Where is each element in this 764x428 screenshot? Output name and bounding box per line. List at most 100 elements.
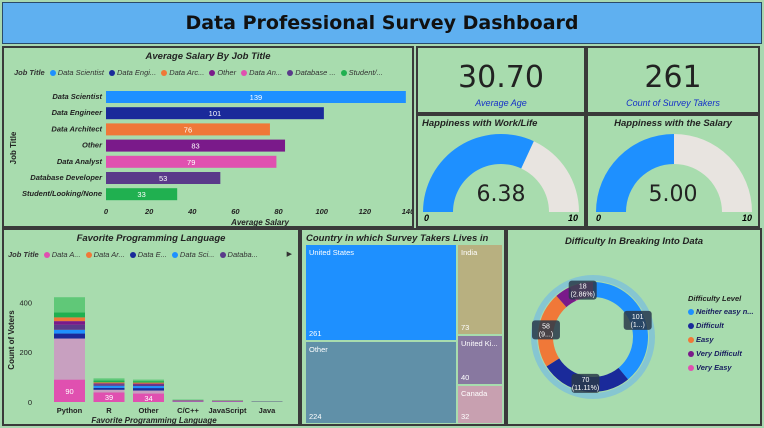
donut-slice[interactable] xyxy=(546,358,629,392)
salary-x-tick: 80 xyxy=(274,207,283,216)
language-panel[interactable]: Favorite Programming Language Job Title … xyxy=(2,228,300,426)
salary-legend-item[interactable]: Data Engi... xyxy=(108,68,157,77)
treemap-cell[interactable]: United Ki... 40 xyxy=(457,335,503,385)
country-panel[interactable]: Country in which Survey Takers Lives in … xyxy=(300,228,506,426)
difficulty-panel[interactable]: Difficulty In Breaking Into Data 101 (1..… xyxy=(506,228,762,426)
salary-bar[interactable] xyxy=(106,188,178,201)
treemap-cell[interactable]: Canada 32 xyxy=(457,385,503,424)
language-bar-segment[interactable] xyxy=(133,379,164,382)
language-legend-item[interactable]: Databa... xyxy=(219,250,258,259)
language-bar-segment[interactable] xyxy=(93,378,125,381)
language-bar-segment[interactable] xyxy=(54,333,85,339)
language-bar-segment[interactable] xyxy=(133,393,164,402)
treemap-cell-value: 40 xyxy=(461,373,470,382)
language-legend-item[interactable]: Data E... xyxy=(129,250,167,259)
gauge-work-life-title: Happiness with Work/Life xyxy=(422,118,538,129)
language-bar-segment[interactable] xyxy=(93,383,125,385)
language-bar-segment[interactable] xyxy=(93,382,125,384)
salary-legend-label: Data An... xyxy=(249,68,283,77)
language-bar-segment[interactable] xyxy=(54,317,85,322)
kpi-count-value: 261 xyxy=(644,60,702,95)
language-bar-segment[interactable] xyxy=(54,297,85,313)
salary-bar-value: 83 xyxy=(191,142,199,151)
salary-legend-item[interactable]: Data An... xyxy=(241,68,282,77)
gauge-salary-fill[interactable] xyxy=(596,134,674,212)
language-bar-segment[interactable] xyxy=(54,312,85,318)
language-legend-label: Data E... xyxy=(137,250,167,259)
salary-legend-item[interactable]: Data Scientist xyxy=(49,68,104,77)
language-legend-next-icon[interactable]: ▶ xyxy=(286,251,292,258)
language-bar-segment[interactable] xyxy=(93,389,125,393)
difficulty-legend-item[interactable]: Neither easy n... xyxy=(688,307,754,316)
salary-bar[interactable] xyxy=(106,139,286,152)
salary-legend-dot-icon xyxy=(49,70,56,77)
language-bar-segment[interactable] xyxy=(93,392,125,402)
language-bar-segment[interactable] xyxy=(54,379,85,402)
salary-bar[interactable] xyxy=(106,172,221,184)
salary-bar[interactable] xyxy=(106,107,324,120)
difficulty-legend-label: Very Easy xyxy=(696,363,732,372)
language-bar-segment[interactable] xyxy=(54,338,85,380)
salary-panel[interactable]: Average Salary By Job Title Job Title Da… xyxy=(2,46,414,228)
donut-slice-label: 58(9...) xyxy=(531,320,560,340)
treemap-cell[interactable]: United States 261 xyxy=(305,244,457,341)
gauge-salary-panel[interactable]: Happiness with the Salary 5.00 0 10 xyxy=(586,114,760,228)
salary-category-label: Data Scientist xyxy=(52,92,102,101)
language-bar-segment[interactable] xyxy=(133,390,164,394)
language-y-axis-label: Count of Voters xyxy=(7,310,16,370)
salary-legend-item[interactable]: Student/... xyxy=(340,68,383,77)
salary-bar[interactable] xyxy=(106,123,270,136)
difficulty-legend-item[interactable]: Very Easy xyxy=(688,363,754,372)
difficulty-legend-item[interactable]: Difficult xyxy=(688,321,754,330)
salary-legend-dot-icon xyxy=(340,70,347,77)
difficulty-legend-label: Very Difficult xyxy=(696,349,742,358)
salary-legend-item[interactable]: Other xyxy=(209,68,236,77)
country-treemap: United States 261 Other 224 India 73 United Ki… xyxy=(305,244,503,424)
gauge-salary-value: 5.00 xyxy=(648,182,698,207)
salary-x-tick: 60 xyxy=(231,207,240,216)
dashboard-header: Data Professional Survey Dashboard xyxy=(2,2,762,44)
salary-legend-dot-icon xyxy=(108,70,115,77)
salary-legend-label: Data Scientist xyxy=(57,68,104,77)
treemap-cell[interactable]: India 73 xyxy=(457,244,503,335)
salary-legend-label: Other xyxy=(217,68,237,77)
donut-slice[interactable] xyxy=(593,282,648,380)
salary-bar[interactable] xyxy=(106,155,277,168)
gauge-work-life-panel[interactable]: Happiness with Work/Life 6.38 0 10 xyxy=(416,114,586,228)
language-bar-segment[interactable] xyxy=(54,324,85,330)
language-bar-segment[interactable] xyxy=(54,321,85,325)
treemap-cell[interactable]: Other 224 xyxy=(305,341,457,424)
salary-legend-item[interactable]: Database ... xyxy=(287,68,336,77)
language-bar-segment[interactable] xyxy=(133,381,164,383)
dashboard-title: Data Professional Survey Dashboard xyxy=(185,12,579,34)
salary-bar-value: 76 xyxy=(184,125,192,134)
language-bar-segment[interactable] xyxy=(133,388,164,391)
salary-x-tick: 40 xyxy=(187,207,197,216)
difficulty-legend-item[interactable]: Easy xyxy=(688,335,754,344)
difficulty-donut-chart: 101(1...) 70(11.11%) 58(9...) 18(2.86%) xyxy=(531,275,655,399)
language-bar-segment[interactable] xyxy=(133,384,164,387)
gauge-work-life-fill[interactable] xyxy=(423,134,534,212)
donut-slice-label: 70(11.11%) xyxy=(571,373,600,393)
salary-bar[interactable] xyxy=(106,91,406,103)
salary-legend-label: Data Engi... xyxy=(116,68,157,77)
salary-legend-item[interactable]: Data Arc... xyxy=(161,68,204,77)
language-bar-segment[interactable] xyxy=(93,380,125,383)
language-bar-segment[interactable] xyxy=(133,386,164,389)
language-bar-segment[interactable] xyxy=(93,384,125,386)
svg-text:101: 101 xyxy=(632,314,644,321)
language-bar-segment[interactable] xyxy=(93,387,125,390)
language-legend-item[interactable]: Data Ar... xyxy=(85,250,125,259)
language-bar-segment[interactable] xyxy=(93,385,125,388)
difficulty-legend-item[interactable]: Very Difficult xyxy=(688,349,754,358)
svg-text:(11.11%): (11.11%) xyxy=(572,385,599,392)
difficulty-legend-title: Difficulty Level xyxy=(688,294,742,303)
language-bar-segment[interactable] xyxy=(54,329,85,334)
svg-text:(1...): (1...) xyxy=(630,322,644,329)
language-legend-item[interactable]: Data Sci... xyxy=(171,250,215,259)
language-bar-segment[interactable] xyxy=(133,383,164,385)
language-bar-segment[interactable] xyxy=(133,382,164,384)
svg-text:58: 58 xyxy=(542,323,550,330)
language-legend-item[interactable]: Data A... xyxy=(43,250,81,259)
